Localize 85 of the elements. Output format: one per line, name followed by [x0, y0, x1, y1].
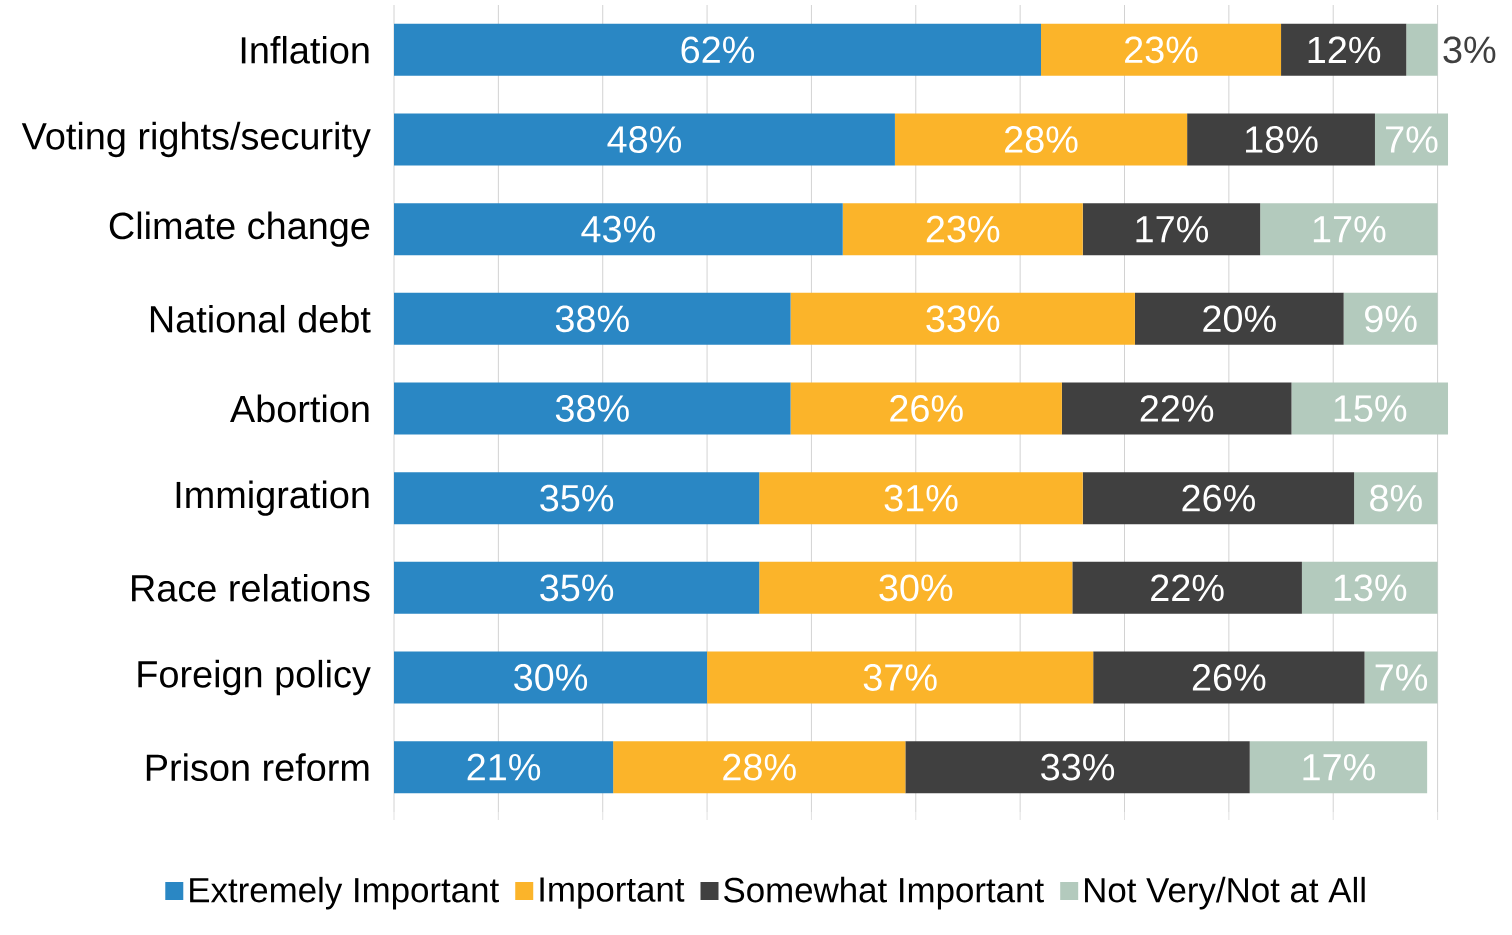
bar	[394, 741, 614, 794]
data-label: 28%	[1005, 126, 1078, 153]
data-label: 18%	[1246, 126, 1318, 153]
bar	[1187, 113, 1375, 166]
data-label: 22%	[1140, 395, 1214, 422]
bar	[842, 203, 1083, 256]
data-label: 8%	[1370, 484, 1422, 512]
data-label: 28%	[723, 753, 796, 781]
data-label: 35%	[540, 484, 614, 512]
data-label: 3%	[1443, 36, 1496, 64]
bar	[1082, 472, 1355, 525]
bar	[1041, 23, 1282, 76]
bar	[790, 292, 1135, 345]
data-label: 26%	[890, 395, 963, 422]
data-label: 17%	[1136, 215, 1208, 243]
data-label: 7%	[1375, 664, 1428, 691]
data-label: 26%	[1192, 664, 1266, 691]
bar	[1374, 113, 1449, 166]
legend-label: Important	[540, 877, 685, 909]
bar	[1354, 472, 1438, 525]
bar	[613, 741, 906, 794]
legend-label: Somewhat Important	[724, 876, 1044, 910]
bar	[394, 203, 843, 256]
data-label: 7%	[1386, 126, 1438, 153]
bar	[707, 651, 1094, 704]
y-tick-label: Inflation	[241, 35, 369, 64]
data-label: 37%	[863, 664, 937, 691]
data-label: 38%	[555, 395, 629, 422]
y-tick-label: Climate change	[109, 211, 370, 247]
data-label: 31%	[884, 484, 958, 512]
bar	[1249, 741, 1428, 794]
data-label: 22%	[1151, 574, 1224, 602]
bar	[1082, 203, 1261, 256]
bar	[1134, 292, 1344, 345]
bar	[1260, 203, 1438, 256]
data-label: 38%	[555, 305, 629, 333]
bar	[894, 113, 1188, 166]
bar	[905, 741, 1250, 794]
bar	[394, 292, 791, 345]
data-label: 48%	[607, 126, 681, 153]
data-label: 20%	[1203, 305, 1276, 333]
data-label: 43%	[581, 215, 655, 243]
legend-label: Extremely Important	[190, 876, 499, 910]
data-label: 30%	[514, 664, 588, 691]
data-label: 12%	[1308, 36, 1381, 64]
bar	[1061, 382, 1292, 435]
data-label: 30%	[879, 574, 953, 602]
bar	[1281, 23, 1407, 76]
bar	[394, 472, 760, 525]
data-label: 17%	[1303, 753, 1375, 781]
data-label: 23%	[926, 215, 1000, 243]
data-label: 23%	[1125, 36, 1198, 64]
data-label: 33%	[926, 305, 1000, 333]
bar	[394, 23, 1042, 76]
bar	[394, 561, 760, 614]
bar	[1364, 651, 1438, 704]
y-tick-label: Abortion	[230, 394, 369, 423]
bar	[1343, 292, 1438, 345]
bar	[1291, 382, 1449, 435]
data-label: 13%	[1334, 574, 1407, 602]
bar	[1072, 561, 1302, 614]
data-label: 62%	[681, 36, 755, 64]
legend-label: Not Very/Not at All	[1085, 876, 1365, 910]
y-tick-label: Prison reform	[146, 753, 369, 782]
bar	[394, 651, 708, 704]
bar	[1093, 651, 1365, 704]
bar	[394, 382, 791, 435]
data-label: 21%	[467, 753, 541, 781]
y-tick-label: National debt	[150, 304, 371, 333]
bar	[394, 113, 895, 166]
data-label: 15%	[1334, 395, 1407, 422]
bar	[790, 382, 1062, 435]
data-label: 9%	[1365, 305, 1417, 333]
bar	[1301, 561, 1438, 614]
bar	[1406, 23, 1438, 76]
data-label: 17%	[1313, 215, 1386, 243]
bar	[759, 561, 1073, 614]
y-tick-label: Voting rights/security	[21, 121, 371, 158]
y-tick-label: Race relations	[132, 573, 370, 602]
y-tick-label: Immigration	[176, 480, 369, 516]
y-tick-label: Foreign policy	[138, 659, 371, 696]
data-label: 35%	[540, 574, 614, 602]
bar	[759, 472, 1083, 525]
data-label: 26%	[1182, 484, 1255, 512]
data-label: 33%	[1041, 753, 1115, 781]
